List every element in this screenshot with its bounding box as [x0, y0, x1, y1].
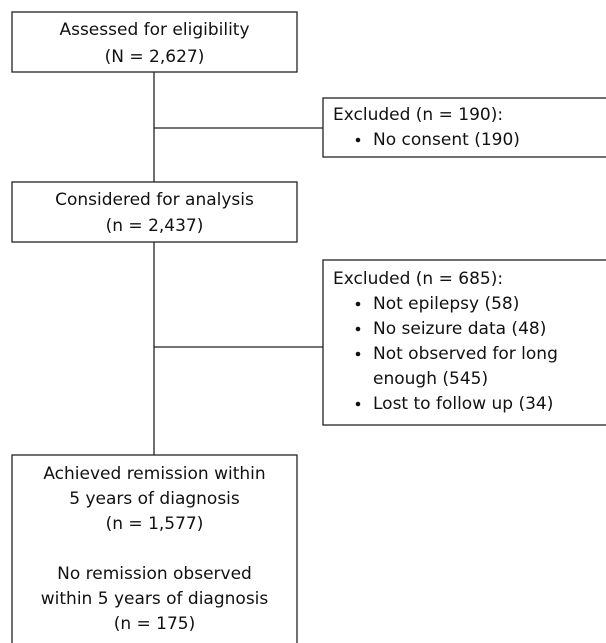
exclusion-title: Excluded (n = 190):: [333, 105, 503, 125]
exclusion-box: [322, 97, 606, 158]
exclusion-item: Not epilepsy (58): [373, 294, 519, 314]
node-text: 5 years of diagnosis: [69, 489, 240, 509]
exclusion-title: Excluded (n = 685):: [333, 269, 503, 289]
exclusion-box: [322, 259, 606, 426]
exclusion-item: Not observed for long: [373, 344, 558, 364]
node-text: Assessed for eligibility: [59, 20, 249, 40]
node-text: Achieved remission within: [43, 464, 265, 484]
exclusion-item: enough (545): [373, 369, 488, 389]
node-box: [11, 454, 298, 643]
node-text: No remission observed: [57, 564, 252, 584]
node-text: (n = 175): [114, 614, 196, 634]
exclusion-item: Lost to follow up (34): [373, 394, 553, 414]
node-text: within 5 years of diagnosis: [41, 589, 269, 609]
bullet: [355, 326, 361, 332]
exclusion-item: No consent (190): [373, 130, 520, 150]
node-box: [11, 11, 298, 73]
node-text: (n = 1,577): [106, 514, 204, 534]
bullet: [355, 351, 361, 357]
bullet: [355, 301, 361, 307]
exclusion-item: No seizure data (48): [373, 319, 546, 339]
node-text: (N = 2,627): [105, 47, 205, 67]
node-text: Considered for analysis: [55, 190, 254, 210]
bullet: [355, 137, 361, 143]
node-text: (n = 2,437): [106, 216, 204, 236]
bullet: [355, 401, 361, 407]
node-box: [11, 181, 298, 243]
